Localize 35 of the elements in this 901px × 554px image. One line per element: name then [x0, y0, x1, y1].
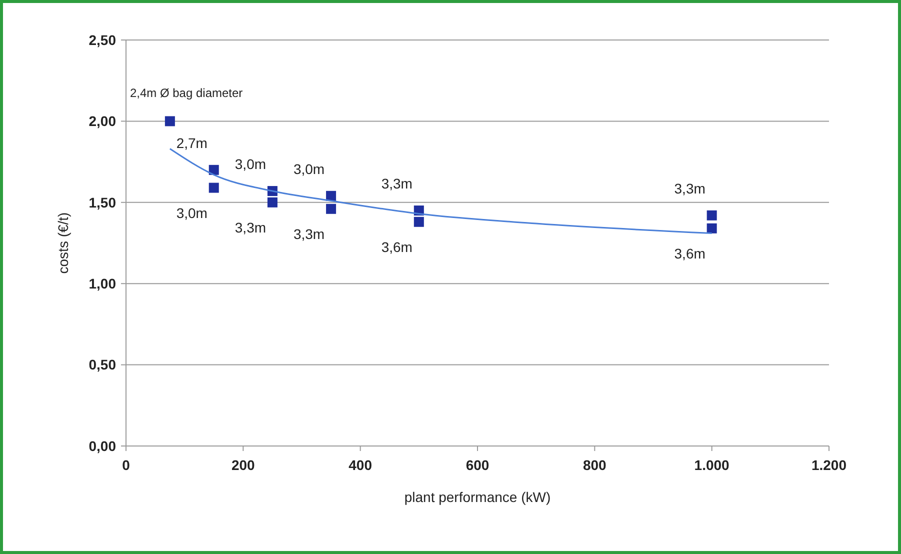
point [164, 116, 175, 126]
x-axis-title: plant performance (kW) [404, 489, 551, 505]
annotation: 3,6m [674, 245, 706, 262]
x-tick-label: 400 [348, 457, 372, 473]
point [414, 216, 424, 227]
annotation: 2,4m Ø bag diameter [130, 86, 243, 100]
annotation: 3,0m [293, 160, 325, 177]
y-tick-label: 0,50 [88, 356, 116, 373]
point [208, 164, 219, 175]
x-tick-label: 800 [582, 457, 607, 473]
point [208, 182, 219, 193]
point [326, 190, 336, 201]
y-tick-label: 0,00 [88, 438, 116, 454]
x-tick-label: 200 [231, 457, 256, 473]
annotation: 3,0m [234, 156, 266, 172]
y-tick-label: 1,00 [88, 276, 116, 292]
annotation: 2,7m [176, 134, 208, 151]
x-tick-label: 1.000 [694, 457, 730, 473]
x-tick-label: 1.200 [811, 457, 847, 473]
y-tick-label: 2,00 [88, 113, 116, 130]
annotation: 3,3m [234, 219, 266, 236]
y-axis-title: costs (€/t) [55, 212, 71, 274]
point [267, 197, 278, 208]
annotation: 3,3m [381, 176, 412, 192]
annotation: 3,3m [674, 180, 706, 196]
annotation: 3,0m [176, 204, 208, 221]
x-tick-label: 600 [466, 457, 490, 473]
point [706, 210, 717, 220]
y-tick-label: 1,50 [88, 194, 116, 210]
annotation: 3,3m [293, 226, 325, 242]
y-tick-label: 2,50 [88, 32, 116, 48]
point [706, 223, 717, 234]
x-tick-label: 0 [122, 457, 130, 473]
annotation: 3,6m [381, 238, 412, 255]
point [326, 204, 336, 214]
